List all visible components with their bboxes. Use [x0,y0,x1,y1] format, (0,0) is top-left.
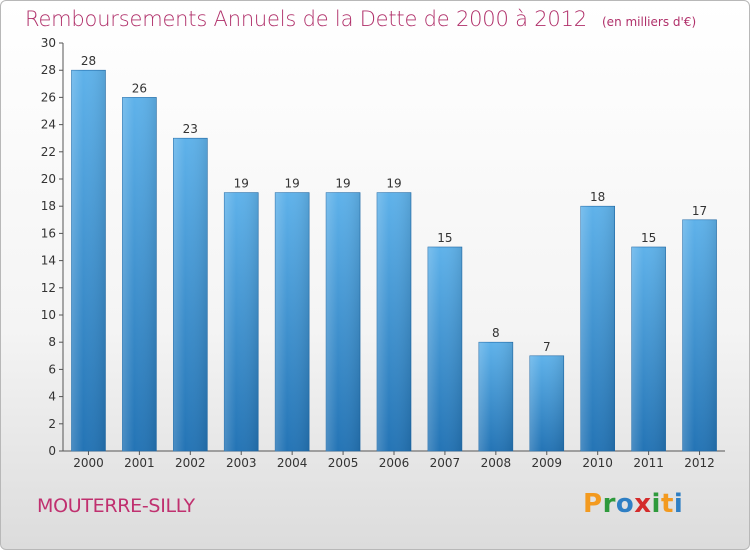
y-tick-label: 14 [41,254,56,268]
logo-letter: i [673,489,684,519]
data-label-2011: 15 [641,231,656,245]
y-tick-label: 26 [41,90,56,104]
logo-letter: x [634,489,652,519]
x-tick-label-2004: 2004 [277,456,308,470]
data-label-2006: 19 [386,177,401,191]
x-tick-label-2002: 2002 [175,456,206,470]
y-tick-label: 16 [41,226,56,240]
logo-letter: r [602,489,616,519]
data-label-2005: 19 [335,177,350,191]
bar-shade-2010 [580,206,615,451]
bars-group [71,69,717,452]
bar-shade-2005 [326,192,361,451]
x-tick-label-2001: 2001 [124,456,155,470]
x-tick-label-2011: 2011 [633,456,664,470]
y-tick-label: 20 [41,172,56,186]
y-tick-label: 6 [48,362,56,376]
bar-shade-2012 [682,219,717,451]
y-tick-label: 22 [41,145,56,159]
data-label-2010: 18 [590,190,605,204]
logo-letter: t [660,489,674,519]
bar-shade-2011 [631,247,666,451]
proxiti-logo[interactable]: Proxiti [583,489,683,519]
y-tick-label: 24 [41,118,56,132]
x-tick-label-2005: 2005 [328,456,359,470]
y-tick-label: 28 [41,63,56,77]
x-tick-label-2012: 2012 [684,456,715,470]
y-tick-label: 30 [41,36,56,50]
bar-shade-2007 [427,247,462,451]
data-label-2007: 15 [437,231,452,245]
bar-shade-2001 [122,97,157,452]
y-tick-label: 12 [41,281,56,295]
logo-letter: P [583,489,603,519]
data-label-2001: 26 [132,81,147,95]
data-label-2009: 7 [543,340,551,354]
bar-shade-2000 [71,70,106,451]
bar-shade-2009 [529,355,564,451]
bar-shade-2006 [377,192,411,451]
data-label-2008: 8 [492,326,500,340]
x-tick-label-2007: 2007 [430,456,461,470]
y-tick-label: 18 [41,199,56,213]
bar-shade-2003 [224,192,259,451]
x-tick-label-2010: 2010 [582,456,613,470]
bar-shade-2004 [275,192,310,451]
x-tick-label-2006: 2006 [379,456,410,470]
data-label-2003: 19 [234,177,249,191]
bar-shade-2002 [173,138,208,451]
x-tick-label-2000: 2000 [73,456,104,470]
y-tick-label: 0 [48,444,56,458]
y-tick-label: 8 [48,335,56,349]
logo-letter: o [615,489,635,519]
commune-name: MOUTERRE-SILLY [37,495,195,517]
data-label-2004: 19 [285,177,300,191]
data-label-2000: 28 [81,54,96,68]
labels-group: 28 2000 26 2001 23 2002 19 2003 19 2004 19 2005 19 20… [73,54,715,470]
y-tick-label: 10 [41,308,56,322]
bar-shade-2008 [478,342,513,451]
chart-title: Remboursements Annuels de la Dette de 20… [25,7,587,31]
data-label-2002: 23 [183,122,198,136]
data-label-2012: 17 [692,204,707,218]
x-tick-label-2008: 2008 [481,456,512,470]
logo-letter: i [651,489,661,519]
x-tick-label-2009: 2009 [531,456,562,470]
chart-subtitle: (en milliers d'€) [602,15,697,29]
chart-title-line: Remboursements Annuels de la Dette de 20… [25,7,696,31]
x-tick-label-2003: 2003 [226,456,257,470]
y-tick-label: 2 [48,417,56,431]
y-tick-label: 4 [48,390,56,404]
